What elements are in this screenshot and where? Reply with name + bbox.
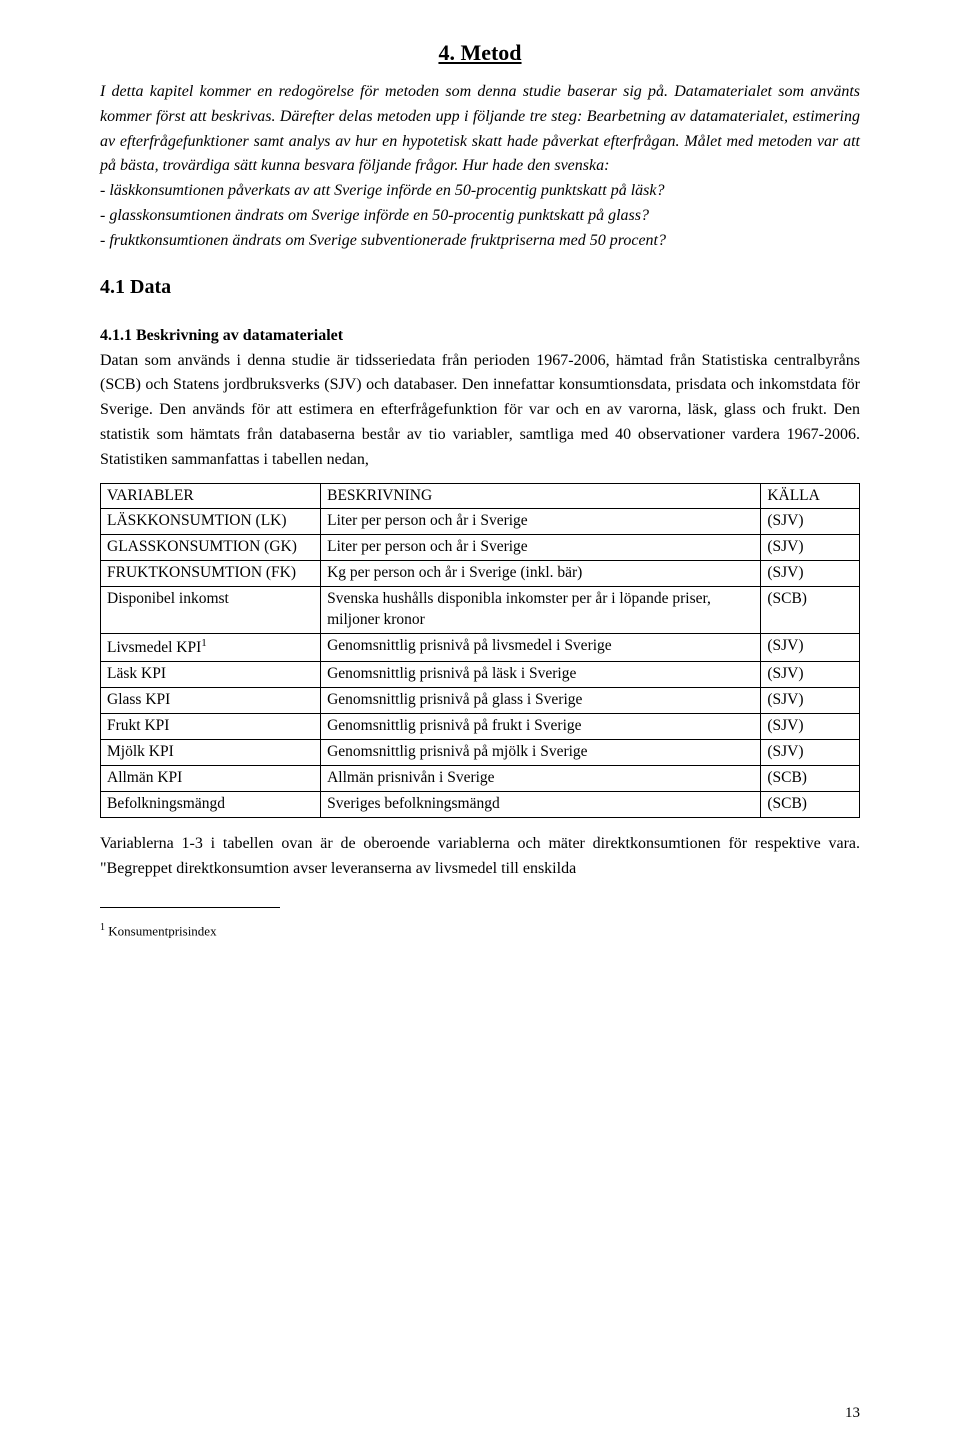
table-cell: (SJV): [761, 634, 860, 662]
table-row: GLASSKONSUMTION (GK)Liter per person och…: [101, 535, 860, 561]
table-cell: LÄSKKONSUMTION (LK): [101, 509, 321, 535]
table-row: Mjölk KPIGenomsnittlig prisnivå på mjölk…: [101, 739, 860, 765]
table-cell: Kg per person och år i Sverige (inkl. bä…: [321, 561, 761, 587]
table-cell: Läsk KPI: [101, 662, 321, 688]
intro-text: I detta kapitel kommer en redogörelse fö…: [100, 83, 860, 174]
table-row: LÄSKKONSUMTION (LK)Liter per person och …: [101, 509, 860, 535]
table-cell: Genomsnittlig prisnivå på livsmedel i Sv…: [321, 634, 761, 662]
intro-paragraph: I detta kapitel kommer en redogörelse fö…: [100, 80, 860, 254]
table-body: LÄSKKONSUMTION (LK)Liter per person och …: [101, 509, 860, 817]
table-cell: Liter per person och år i Sverige: [321, 509, 761, 535]
document-page: 4. Metod I detta kapitel kommer en redog…: [0, 0, 960, 1442]
table-cell: (SCB): [761, 765, 860, 791]
table-cell: Mjölk KPI: [101, 739, 321, 765]
question-1: - läskkonsumtionen påverkats av att Sver…: [100, 182, 664, 199]
table-cell: (SJV): [761, 561, 860, 587]
table-cell: Livsmedel KPI1: [101, 634, 321, 662]
table-row: FRUKTKONSUMTION (FK)Kg per person och år…: [101, 561, 860, 587]
variables-table: VARIABLERBESKRIVNINGKÄLLA LÄSKKONSUMTION…: [100, 483, 860, 818]
table-cell: FRUKTKONSUMTION (FK): [101, 561, 321, 587]
subsubsection-heading: 4.1.1 Beskrivning av datamaterialet: [100, 327, 860, 345]
table-row: BefolkningsmängdSveriges befolkningsmäng…: [101, 791, 860, 817]
table-cell: Frukt KPI: [101, 714, 321, 740]
table-cell: (SCB): [761, 791, 860, 817]
data-description-paragraph: Datan som används i denna studie är tids…: [100, 349, 860, 473]
table-header-cell: BESKRIVNING: [321, 483, 761, 509]
after-table-paragraph: Variablerna 1-3 i tabellen ovan är de ob…: [100, 832, 860, 882]
table-cell: Genomsnittlig prisnivå på läsk i Sverige: [321, 662, 761, 688]
table-cell: Genomsnittlig prisnivå på glass i Sverig…: [321, 688, 761, 714]
table-row: Glass KPIGenomsnittlig prisnivå på glass…: [101, 688, 860, 714]
table-cell: (SJV): [761, 688, 860, 714]
table-cell: Svenska hushålls disponibla inkomster pe…: [321, 587, 761, 634]
table-header: VARIABLERBESKRIVNINGKÄLLA: [101, 483, 860, 509]
section-title: 4. Metod: [100, 40, 860, 66]
table-cell: Glass KPI: [101, 688, 321, 714]
page-number: 13: [845, 1405, 860, 1422]
table-cell: Allmän KPI: [101, 765, 321, 791]
table-cell: Befolkningsmängd: [101, 791, 321, 817]
table-row: Läsk KPIGenomsnittlig prisnivå på läsk i…: [101, 662, 860, 688]
table-header-cell: VARIABLER: [101, 483, 321, 509]
table-row: Livsmedel KPI1Genomsnittlig prisnivå på …: [101, 634, 860, 662]
subsection-heading: 4.1 Data: [100, 276, 860, 299]
footnote-separator: [100, 907, 280, 908]
table-row: Allmän KPIAllmän prisnivån i Sverige(SCB…: [101, 765, 860, 791]
table-header-cell: KÄLLA: [761, 483, 860, 509]
superscript-mark: 1: [201, 637, 207, 649]
table-cell: Liter per person och år i Sverige: [321, 535, 761, 561]
table-cell: GLASSKONSUMTION (GK): [101, 535, 321, 561]
table-cell: (SJV): [761, 535, 860, 561]
footnote-text: Konsumentprisindex: [105, 924, 217, 939]
table-cell: (SCB): [761, 587, 860, 634]
table-cell: Allmän prisnivån i Sverige: [321, 765, 761, 791]
footnote: 1 Konsumentprisindex: [100, 921, 860, 941]
table-cell: (SJV): [761, 662, 860, 688]
table-cell: Genomsnittlig prisnivå på frukt i Sverig…: [321, 714, 761, 740]
table-cell: Sveriges befolkningsmängd: [321, 791, 761, 817]
table-cell: (SJV): [761, 739, 860, 765]
table-cell: Disponibel inkomst: [101, 587, 321, 634]
question-3: - fruktkonsumtionen ändrats om Sverige s…: [100, 232, 666, 249]
table-cell: (SJV): [761, 509, 860, 535]
question-2: - glasskonsumtionen ändrats om Sverige i…: [100, 207, 649, 224]
table-row: Disponibel inkomstSvenska hushålls dispo…: [101, 587, 860, 634]
table-cell: (SJV): [761, 714, 860, 740]
table-row: Frukt KPIGenomsnittlig prisnivå på frukt…: [101, 714, 860, 740]
table-cell: Genomsnittlig prisnivå på mjölk i Sverig…: [321, 739, 761, 765]
